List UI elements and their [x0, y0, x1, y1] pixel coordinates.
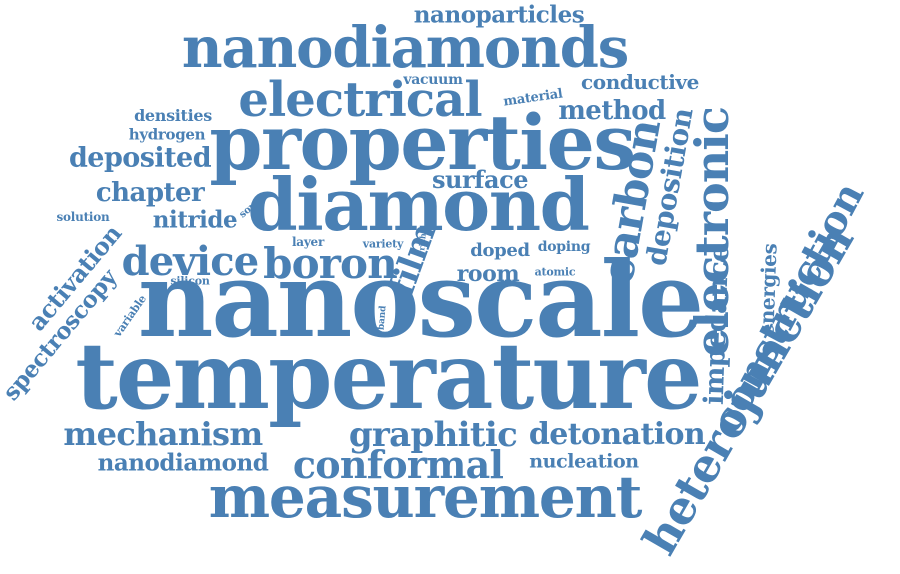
word-atomic: atomic	[534, 265, 576, 279]
word-conformal: conformal	[292, 442, 504, 487]
word-method: method	[558, 96, 666, 126]
word-electrical: electrical	[238, 72, 482, 128]
word-nanoscale: nanoscale	[137, 238, 704, 361]
word-room: room	[456, 261, 520, 287]
word-nanodiamonds: nanodiamonds	[181, 15, 629, 81]
word-properties: properties	[209, 98, 636, 187]
word-conductive: conductive	[581, 70, 699, 94]
word-vacuum: vacuum	[403, 72, 463, 88]
word-nanoparticles: nanoparticles	[413, 1, 585, 29]
word-densities: densities	[134, 106, 212, 125]
word-rich: rich	[416, 232, 428, 252]
word-impedance: impedance	[698, 244, 736, 406]
word-nitride: nitride	[152, 206, 238, 234]
word-measurement: measurement	[208, 463, 643, 531]
word-temperature: temperature	[75, 322, 702, 430]
word-doping: doping	[537, 239, 591, 255]
word-surface: surface	[431, 165, 529, 194]
word-boron: boron	[263, 239, 398, 288]
word-energies: energies	[754, 243, 782, 337]
word-deposited: deposited	[68, 142, 212, 174]
word-device: device	[121, 238, 260, 285]
word-nanodiamond: nanodiamond	[97, 449, 269, 477]
word-detonation: detonation	[528, 417, 706, 452]
word-diamond: diamond	[247, 162, 590, 247]
word-layer: layer	[291, 235, 325, 249]
word-silicon: silicon	[170, 274, 210, 288]
word-nucleation: nucleation	[529, 450, 639, 473]
word-mechanism: mechanism	[63, 415, 263, 453]
word-chapter: chapter	[95, 178, 205, 208]
word-solution: solution	[56, 210, 110, 224]
word-variety: variety	[362, 237, 404, 251]
word-graphitic: graphitic	[348, 415, 518, 455]
word-hydrogen: hydrogen	[128, 125, 206, 144]
word-doped: doped	[470, 240, 530, 261]
